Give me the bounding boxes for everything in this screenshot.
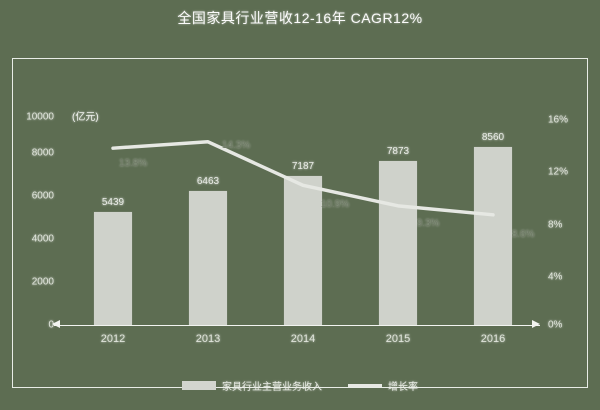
x-tick-2014: 2014 [290,333,316,345]
y-tick-right-1: 4% [548,271,563,283]
legend-item-growth[interactable]: 增长率 [348,378,418,393]
bar-2015[interactable] [379,161,417,325]
y-tick-right-0: 0% [548,319,563,331]
legend-label-growth: 增长率 [388,382,418,393]
plot-area [62,110,532,325]
x-tick-2012: 2012 [100,333,126,345]
y-axis-left: 0 2000 4000 6000 8000 10000 [8,0,54,410]
bar-value-label-2016: 8560 [481,131,505,143]
y-tick-left-3: 6000 [31,190,54,202]
plot-frame [12,58,588,388]
x-tick-2013: 2013 [195,333,221,345]
y-axis-right: 0% 4% 8% 12% 16% [540,0,588,410]
x-axis-arrow-left-icon [52,320,60,328]
y-axis-unit-label: (亿元) [72,112,99,123]
x-axis-line [54,325,540,326]
growth-label-2014: 10.9% [320,199,350,211]
x-tick-2016: 2016 [480,333,506,345]
legend-bar-swatch-icon [182,381,216,390]
y-tick-right-2: 8% [548,219,563,231]
bar-2016[interactable] [474,146,512,325]
growth-label-2015: 9.3% [416,217,440,229]
bar-value-label-2012: 5439 [101,196,125,208]
growth-label-2016: 8.6% [511,228,535,240]
page-title: 全国家具行业营收12-16年 CAGR12% [177,10,423,26]
legend-label-revenue: 家具行业主营业务收入 [222,382,322,393]
y-tick-left-0: 0 [48,319,54,331]
bar-2014[interactable] [284,175,322,325]
x-tick-2015: 2015 [385,333,411,345]
bar-value-label-2013: 6463 [196,175,220,187]
growth-label-2013: 14.3% [221,139,251,151]
bar-value-label-2015: 7873 [386,146,410,158]
bar-2013[interactable] [189,190,227,325]
y-tick-left-4: 8000 [31,147,54,159]
x-axis-arrow-right-icon [532,320,540,328]
legend-item-revenue[interactable]: 家具行业主营业务收入 [182,378,322,393]
legend-line-swatch-icon [348,384,382,387]
legend: 家具行业主营业务收入 增长率 [0,378,600,393]
y-tick-right-3: 12% [548,166,569,178]
growth-label-2012: 13.8% [118,158,148,170]
bar-2012[interactable] [94,211,132,325]
y-tick-left-5: 10000 [26,111,54,123]
bar-value-label-2014: 7187 [291,160,315,172]
y-tick-left-1: 2000 [31,276,54,288]
y-tick-right-4: 16% [548,114,569,126]
y-tick-left-2: 4000 [31,233,54,245]
